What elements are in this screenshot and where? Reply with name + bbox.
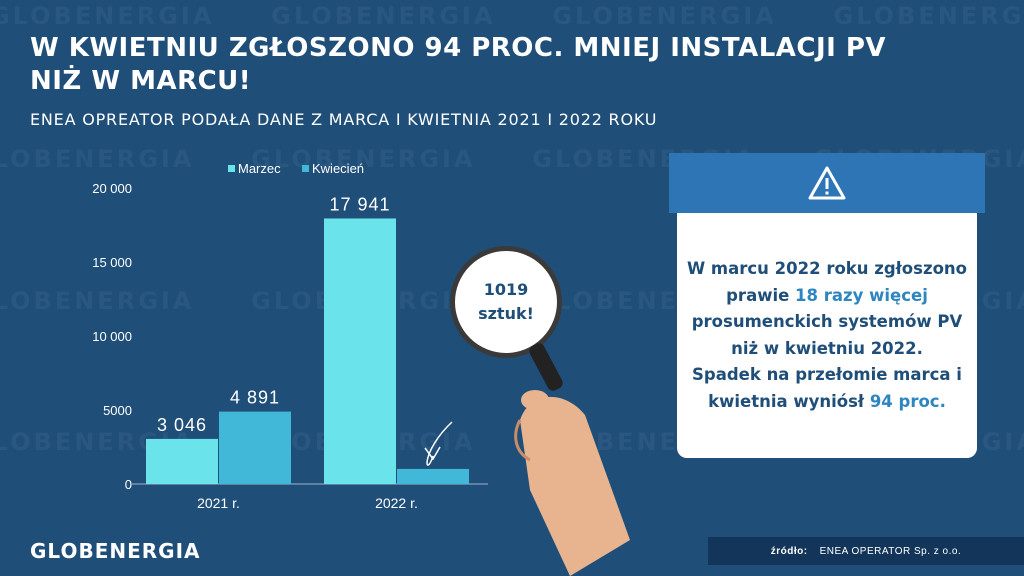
x-axis: 2021 r. 2022 r. (197, 495, 418, 511)
data-label: 3 046 (157, 415, 207, 435)
source-bar: źródło: ENEA OPERATOR Sp. z o.o. (708, 537, 1024, 565)
bar-kwiecień-1 (397, 468, 469, 484)
data-label: 4 891 (230, 388, 280, 408)
y-tick-label: 10 000 (92, 329, 132, 344)
arrow-head (424, 446, 441, 461)
bubble-value: 1019 (483, 280, 529, 299)
bars: 3 046 4 891 17 941 (146, 194, 469, 484)
y-axis: 0 5000 10 000 15 000 20 000 (92, 181, 132, 492)
legend-swatch-kwiecien (302, 165, 309, 172)
x-tick-label: 2021 r. (197, 495, 240, 511)
legend-swatch-marzec (228, 165, 235, 172)
source-label: źródło: (770, 545, 808, 557)
legend-label-marzec: Marzec (238, 161, 281, 176)
highlight-percent: 94 proc. (869, 391, 946, 411)
source-value: ENEA OPERATOR Sp. z o.o. (819, 545, 962, 557)
warning-callout-text: W marcu 2022 roku zgłoszono prawie 18 ra… (677, 213, 977, 458)
legend-label-kwiecien: Kwiecień (312, 161, 364, 176)
data-label: 17 941 (329, 194, 390, 214)
watermark: GLOBENERGIA GLOBENERGIA GLOBENERGIA GLOB… (0, 2, 1024, 30)
arrow-curve (426, 421, 453, 466)
y-tick-label: 15 000 (92, 255, 132, 270)
page-subtitle: ENEA OPREATOR PODAŁA DANE Z MARCA I KWIE… (30, 110, 658, 129)
warning-callout-header (669, 153, 985, 213)
magnifier-lens-label: 1019 sztuk! (450, 246, 562, 358)
bar-marzec-1 (324, 218, 396, 484)
y-tick-label: 0 (125, 477, 132, 492)
legend: Marzec Kwiecień (228, 161, 364, 176)
bar-marzec-0 (146, 438, 218, 484)
page-title: W KWIETNIU ZGŁOSZONO 94 PROC. MNIEJ INST… (30, 33, 887, 96)
highlight-ratio: 18 razy więcej (795, 285, 928, 305)
y-tick-label: 20 000 (92, 181, 132, 196)
warning-icon (808, 166, 846, 200)
hand-holding-magnifier-icon (514, 343, 630, 576)
brand-logo: GLOBENERGIA (30, 539, 201, 563)
bar-kwiecień-0 (219, 411, 291, 484)
x-tick-label: 2022 r. (375, 495, 418, 511)
bubble-unit: sztuk! (478, 304, 534, 323)
y-tick-label: 5000 (103, 403, 132, 418)
